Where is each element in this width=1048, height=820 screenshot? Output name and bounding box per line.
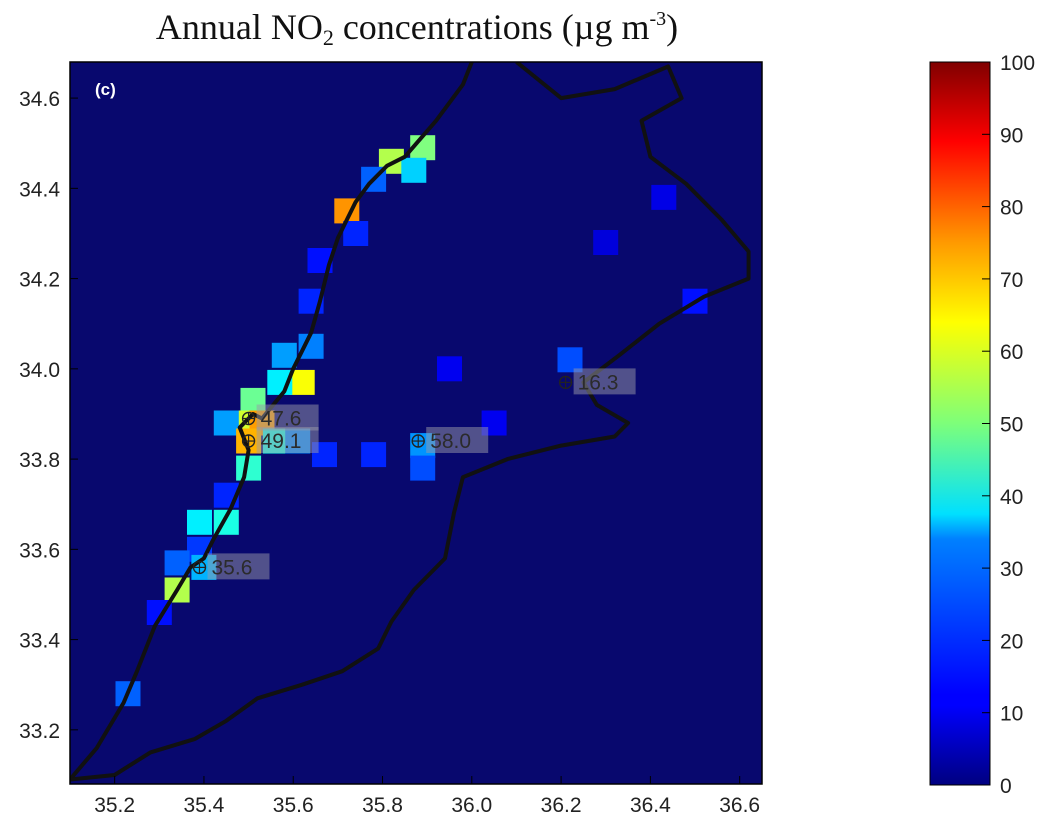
colorbar-tick-label: 10: [1000, 703, 1023, 726]
colorbar-tick-label: 100: [1000, 52, 1035, 75]
concentration-cell: [289, 369, 315, 395]
colorbar-tick-label: 20: [1000, 630, 1023, 653]
map-plot-area: 47.649.1 58.0 35.6 16.3 (c): [69, 61, 763, 785]
concentration-cell: [187, 509, 212, 535]
colorbar-tick-label: 50: [1000, 414, 1023, 437]
x-tick-label: 35.4: [183, 794, 224, 817]
concentration-cell: [213, 410, 239, 436]
x-axis: 35.2 35.4 35.6 35.8 36.0 36.2 36.4 36.6: [94, 776, 760, 817]
y-tick-label: 33.4: [19, 630, 60, 653]
colorbar-tick-label: 0: [1000, 775, 1012, 798]
station-value-label: 16.3: [578, 371, 619, 394]
title-superscript: -3: [649, 8, 667, 30]
monitoring-stations: 47.649.1 58.0 35.6 16.3: [192, 368, 636, 580]
title-middle: concentrations (µg m: [333, 7, 650, 47]
colorbar-gradient: [929, 61, 991, 786]
concentration-cell: [361, 442, 387, 468]
concentration-cell: [164, 550, 190, 576]
concentration-cell: [343, 221, 369, 246]
concentration-cell: [410, 455, 436, 481]
x-tick-label: 36.4: [630, 794, 671, 817]
station-value-label: 35.6: [212, 556, 253, 579]
title-suffix: ): [666, 7, 679, 47]
y-tick-label: 34.6: [19, 88, 60, 111]
concentration-cell: [651, 184, 677, 210]
station-marker: 47.6: [241, 404, 319, 431]
colorbar-tick-label: 60: [1000, 341, 1023, 364]
concentration-cell: [271, 342, 297, 368]
y-tick-label: 33.2: [19, 720, 60, 743]
y-tick-label: 34.2: [19, 269, 60, 292]
station-label-box: [207, 553, 270, 580]
station-marker: 35.6: [192, 553, 270, 580]
colorbar-tick-label: 70: [1000, 269, 1023, 292]
station-marker: 16.3: [558, 368, 636, 395]
concentration-cell: [593, 230, 619, 255]
colorbar-tick-label: 30: [1000, 558, 1023, 581]
station-value-label: 49.1: [261, 430, 302, 453]
map-title: Annual NO2 concentrations (µg m-3): [0, 6, 834, 51]
station-marker: 49.1: [241, 427, 319, 453]
y-tick-label: 34.0: [19, 359, 60, 382]
station-value-label: 47.6: [261, 408, 302, 431]
y-tick-label: 33.8: [19, 449, 60, 472]
title-prefix: Annual NO: [155, 7, 323, 47]
panel-label: (c): [95, 80, 116, 99]
country-border: [70, 62, 751, 782]
colorbar-tick-label: 90: [1000, 124, 1023, 147]
y-tick-label: 34.4: [19, 178, 60, 201]
title-subscript: 2: [322, 25, 334, 50]
station-label-box: [256, 427, 319, 453]
colorbar-tick-label: 40: [1000, 486, 1023, 509]
x-tick-label: 36.6: [719, 794, 760, 817]
y-axis: 34.6 34.4 34.2 34.0 33.8 33.6 33.4 33.2: [19, 88, 78, 743]
concentration-cell: [437, 356, 462, 382]
colorbar-tick-label: 80: [1000, 197, 1023, 220]
station-value-label: 58.0: [430, 430, 471, 453]
x-tick-label: 35.8: [362, 794, 403, 817]
plot-frame: [69, 61, 763, 785]
x-tick-label: 35.6: [273, 794, 314, 817]
station-marker: 58.0: [411, 427, 489, 453]
x-tick-label: 36.0: [451, 794, 492, 817]
station-label-box: [256, 404, 319, 431]
x-tick-label: 35.2: [94, 794, 135, 817]
concentration-cell: [401, 157, 427, 183]
station-label-box: [426, 427, 489, 453]
x-tick-label: 36.2: [541, 794, 582, 817]
y-tick-label: 33.6: [19, 539, 60, 562]
concentration-cell: [557, 347, 583, 373]
station-label-box: [573, 368, 636, 395]
